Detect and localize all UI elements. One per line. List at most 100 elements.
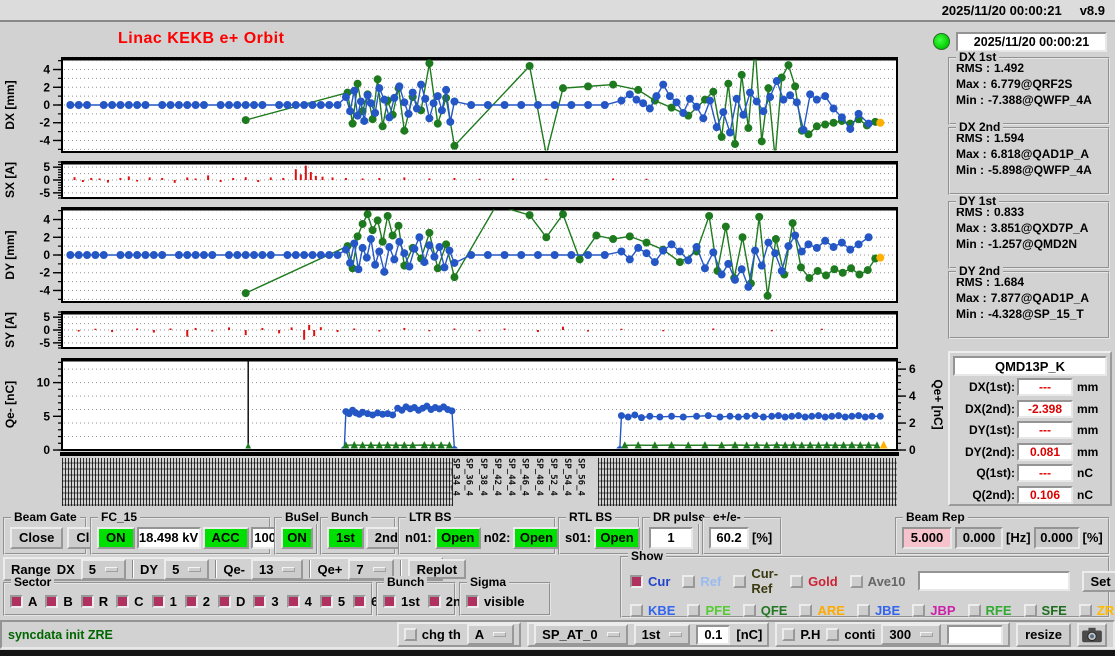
titlebar: 2025/11/20 00:00:21 v8.9: [0, 0, 1115, 22]
ltr-n01-open-button[interactable]: Open: [434, 526, 481, 549]
set-ref-button[interactable]: Set Ref: [1081, 570, 1115, 592]
bunch-1st-checkbox[interactable]: 1st: [383, 594, 420, 609]
beam-rep-group: Beam Rep 5.000 0.000 [Hz] 0.000 [%]: [895, 511, 1110, 555]
checkbox-icon: [682, 574, 696, 588]
monitor-row: DX(2nd): -2.398 mm: [965, 399, 1099, 418]
bunch-1st-button[interactable]: 1st: [327, 526, 364, 549]
busel-on-button[interactable]: ON: [281, 526, 313, 549]
checkbox-icon: [319, 595, 333, 608]
checkbox-icon: [427, 595, 441, 608]
screenshot-button[interactable]: [1077, 622, 1107, 647]
statusbar: syncdata init ZRE chg th A SP_AT_0 1st 0…: [0, 620, 1115, 649]
fc15-kv-field[interactable]: 18.498 kV: [136, 526, 201, 549]
orbit-charts: Linac KEKB e+ Orbit SP_34_4 SP_36_4 SP_38_…: [0, 22, 945, 517]
free-input[interactable]: [947, 624, 1004, 645]
sector-checkbox-b[interactable]: B: [45, 594, 73, 609]
checkbox-icon: [1023, 604, 1037, 617]
checkbox-icon: [383, 595, 396, 608]
option-menu-glyph: [920, 632, 934, 637]
show-pfe-checkbox[interactable]: PFE: [687, 603, 731, 618]
sector-a-dropdown[interactable]: A: [466, 624, 515, 645]
axis-tick-label: -2: [39, 116, 50, 130]
sector-checkbox-c[interactable]: C: [116, 594, 144, 609]
option-menu-glyph: [493, 632, 507, 637]
show-cur-checkbox[interactable]: Cur: [630, 566, 670, 596]
range-dy-dropdown[interactable]: 5: [164, 558, 210, 580]
sector-checkbox-3[interactable]: 3: [253, 594, 279, 609]
show-jbp-checkbox[interactable]: JBP: [912, 603, 956, 618]
rms-row: RMS :1.492: [956, 61, 1025, 75]
option-menu-glyph: [282, 566, 296, 572]
monitor-value: 0.081: [1017, 442, 1073, 461]
option-menu-glyph: [669, 632, 683, 637]
replot-button[interactable]: Replot: [407, 559, 467, 579]
count-dropdown[interactable]: 300: [881, 624, 942, 645]
show-sfe-checkbox[interactable]: SFE: [1023, 603, 1067, 618]
qe-chart[interactable]: 10 5 0 Qe- [nC] 6 4 2 0 Qe+ [nC]: [0, 358, 945, 457]
sigma-visible-checkbox[interactable]: visible: [466, 594, 524, 609]
sector-checkbox-d[interactable]: D: [218, 594, 245, 609]
axis-tick-label: 4: [43, 63, 50, 77]
axis-tick-label: 2: [43, 230, 50, 244]
bpm-label: SP_56_4: [575, 458, 586, 496]
checkbox-icon: [799, 604, 813, 617]
show-kbe-checkbox[interactable]: KBE: [630, 603, 675, 618]
resize-button[interactable]: resize: [1016, 622, 1071, 647]
sector-checkbox-6[interactable]: 6: [353, 594, 378, 609]
show-qfe-checkbox[interactable]: QFE: [742, 603, 787, 618]
sector-checkbox-4[interactable]: 4: [286, 594, 312, 609]
range-qe-minus-dropdown[interactable]: 13: [251, 558, 304, 580]
show-rfe-checkbox[interactable]: RFE: [967, 603, 1012, 618]
bunch-show-group: Bunch 1st 2nd: [376, 576, 469, 616]
show-jbe-checkbox[interactable]: JBE: [856, 603, 900, 618]
ltr-n02-open-button[interactable]: Open: [513, 526, 560, 549]
monitor-row: Q(1st): --- nC: [976, 464, 1093, 482]
axis-tick-label: 6: [909, 362, 916, 376]
show-gold-checkbox[interactable]: Gold: [790, 566, 838, 596]
threshold-field[interactable]: 0.1: [696, 624, 731, 645]
checkbox-icon: [80, 595, 94, 608]
bunch-dropdown[interactable]: 1st: [633, 624, 691, 645]
axis-tick-label: 5: [43, 409, 50, 423]
sy-chart[interactable]: 50-5 SY [A]: [0, 310, 945, 350]
separator: [215, 560, 218, 578]
checkbox-icon: [790, 574, 804, 588]
fc15-on-button[interactable]: ON: [97, 526, 135, 549]
conti-checkbox[interactable]: conti: [826, 627, 875, 642]
sector-checkbox-a[interactable]: A: [10, 594, 37, 609]
bpm-label: SP_48_4: [533, 458, 544, 496]
acquisition-group: P.H conti 300: [775, 622, 1011, 647]
range-dx-dropdown[interactable]: 5: [80, 558, 127, 580]
dy-chart[interactable]: 4 2 0 -2 -4 DY [mm]: [0, 207, 945, 303]
show-ref-checkbox[interactable]: Ref: [682, 566, 721, 596]
beam-rep-pct-unit: [%]: [1082, 530, 1103, 545]
camera-icon: [1082, 627, 1102, 642]
ph-checkbox[interactable]: P.H: [782, 627, 820, 642]
range-qe-plus-dropdown[interactable]: 7: [348, 558, 394, 580]
dx-chart[interactable]: 4 2 0 -2 -4 DX [mm]: [0, 57, 945, 153]
chg-th-checkbox[interactable]: chg th: [403, 627, 461, 642]
sector-checkbox-2[interactable]: 2: [184, 594, 210, 609]
dr-pulse-field[interactable]: 1: [649, 526, 693, 549]
rtl-s01-open-button[interactable]: Open: [594, 526, 641, 549]
range-dy-label: DY: [140, 561, 159, 577]
range-dx-label: DX: [56, 561, 75, 577]
selected-monitor-name[interactable]: QMD13P_K: [953, 356, 1107, 376]
checkbox-icon: [849, 574, 863, 588]
show-ave10-checkbox[interactable]: Ave10: [849, 566, 906, 596]
beam-gate-close-button-1[interactable]: Close: [10, 526, 64, 549]
sector-checkbox-r[interactable]: R: [80, 594, 108, 609]
bunch-2nd-button[interactable]: 2nd: [365, 526, 407, 549]
sx-chart[interactable]: 50-5 SX [A]: [0, 160, 945, 200]
monitor-dropdown[interactable]: SP_AT_0: [534, 624, 628, 645]
fc15-acc-button[interactable]: ACC: [202, 526, 249, 549]
axis-tick-label: -5: [39, 336, 50, 350]
ref-name-input[interactable]: [917, 571, 1070, 591]
sector-checkbox-1[interactable]: 1: [151, 594, 177, 609]
show-zre-checkbox[interactable]: ZRE: [1078, 603, 1115, 618]
bpm-label: SP_36_4: [463, 458, 474, 496]
sector-checkbox-5[interactable]: 5: [319, 594, 345, 609]
e-ratio-field[interactable]: 60.2: [709, 526, 749, 549]
show-cur-ref-checkbox[interactable]: Cur-Ref: [733, 566, 778, 596]
show-are-checkbox[interactable]: ARE: [799, 603, 845, 618]
